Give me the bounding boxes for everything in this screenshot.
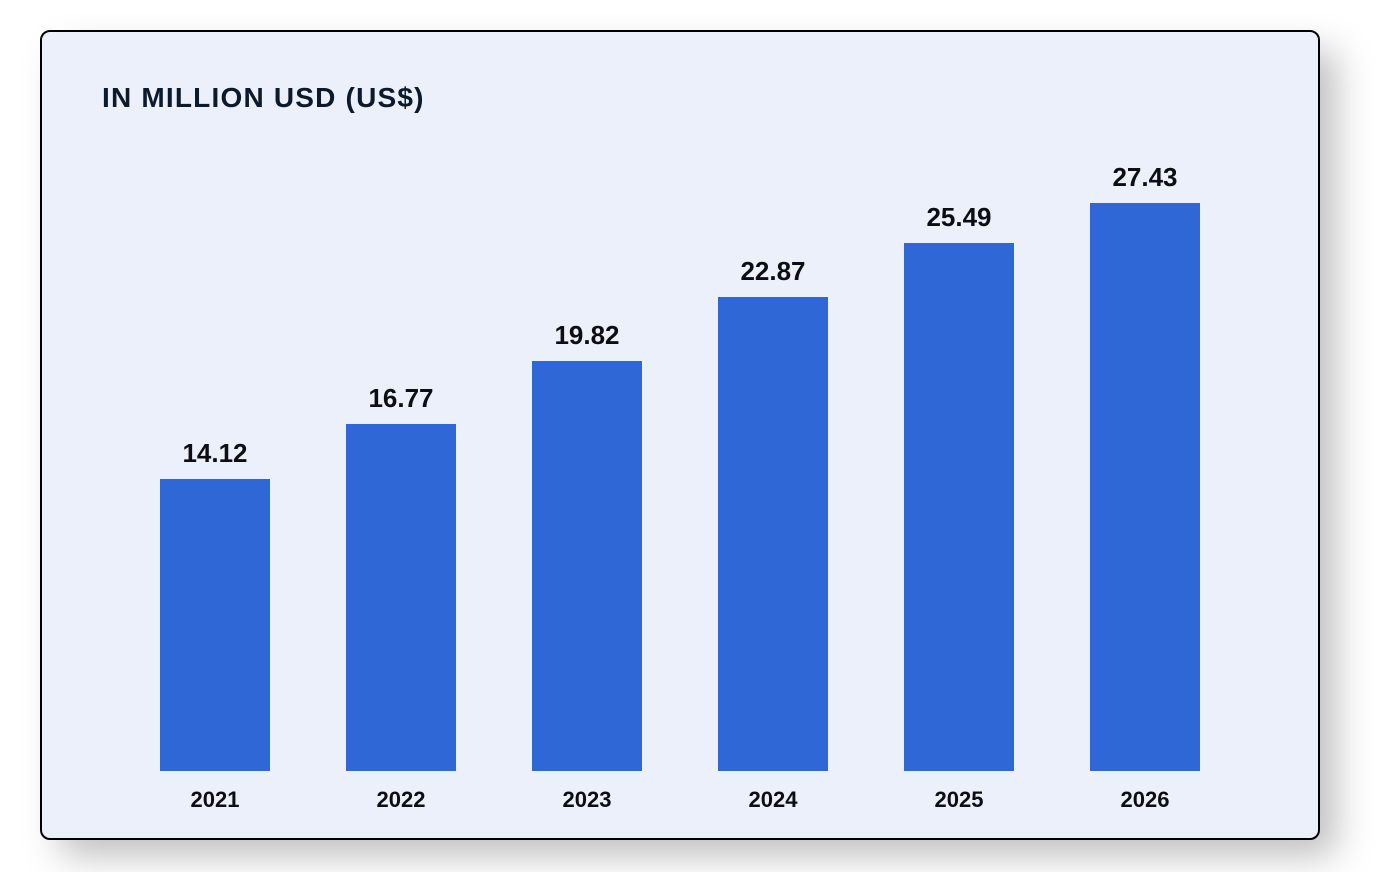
bar-category-label: 2024 [680, 787, 866, 813]
chart-card: IN MILLION USD (US$) 14.12 16.77 19.82 2… [40, 30, 1320, 840]
bar [532, 361, 642, 772]
bar [1090, 203, 1200, 771]
labels-row: 2021 2022 2023 2024 2025 2026 [102, 771, 1258, 813]
bar-value: 22.87 [740, 256, 805, 287]
bar-value: 19.82 [554, 320, 619, 351]
bar-value: 16.77 [368, 383, 433, 414]
bar-value: 25.49 [926, 202, 991, 233]
bar [160, 479, 270, 771]
bar-category-label: 2026 [1052, 787, 1238, 813]
bar-category-label: 2022 [308, 787, 494, 813]
bar-slot: 22.87 [680, 162, 866, 771]
chart-title: IN MILLION USD (US$) [102, 82, 1258, 114]
bar-value: 14.12 [182, 438, 247, 469]
bar-slot: 19.82 [494, 162, 680, 771]
bars-row: 14.12 16.77 19.82 22.87 25.49 27.43 [102, 162, 1258, 771]
bar-category-label: 2021 [122, 787, 308, 813]
bar-slot: 27.43 [1052, 162, 1238, 771]
chart-area: 14.12 16.77 19.82 22.87 25.49 27.43 [102, 162, 1258, 813]
bar-category-label: 2025 [866, 787, 1052, 813]
bar [346, 424, 456, 771]
bar-slot: 14.12 [122, 162, 308, 771]
bar-slot: 25.49 [866, 162, 1052, 771]
bar-category-label: 2023 [494, 787, 680, 813]
bar [718, 297, 828, 771]
bar [904, 243, 1014, 771]
bar-slot: 16.77 [308, 162, 494, 771]
bar-value: 27.43 [1112, 162, 1177, 193]
